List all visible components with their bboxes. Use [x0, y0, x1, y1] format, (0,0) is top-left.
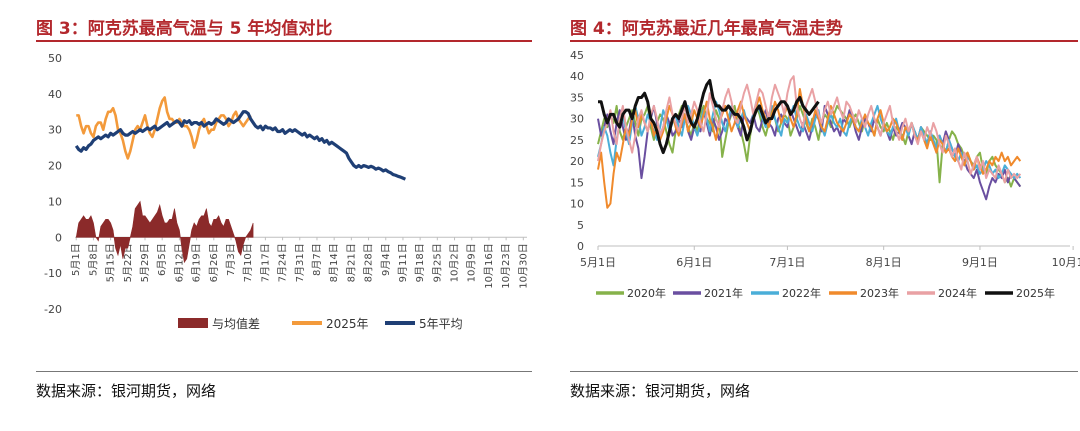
y-tick-label: 0 [55, 231, 62, 244]
legend-label: 2025年 [1016, 286, 1055, 300]
x-tick-label: 8月21日 [345, 243, 357, 282]
y-tick-label: 40 [48, 88, 62, 101]
x-tick-label: 8月7日 [311, 243, 323, 276]
x-tick-label: 10月16日 [483, 243, 495, 288]
source-divider [36, 371, 532, 372]
series-line-5yr-avg [74, 110, 407, 181]
y-tick-label: 30 [48, 124, 62, 137]
x-tick-label: 5月1日 [70, 243, 82, 276]
x-tick-label: 10月30日 [517, 243, 529, 288]
series-line-2024 [597, 75, 1022, 184]
legend-label: 2020年 [627, 286, 666, 300]
x-tick-label: 5月29日 [139, 243, 151, 282]
x-tick-label: 7月3日 [225, 243, 237, 276]
x-tick-label: 5月1日 [580, 256, 616, 269]
figure-left: 图 3：阿克苏最高气温与 5 年均值对比 -20 -10 0 10 20 30 40 50 5月… [36, 19, 532, 400]
x-tick-label: 9月1日 [962, 256, 998, 269]
legend-label: 与均值差 [212, 316, 260, 331]
y-tick-label: 20 [570, 155, 584, 168]
x-tick-label: 7月1日 [769, 256, 805, 269]
x-tick-label: 5月8日 [87, 243, 99, 276]
figure-title: 图 3：阿克苏最高气温与 5 年均值对比 [36, 19, 333, 39]
series-line-2025 [76, 96, 252, 160]
x-tick-label: 8月14日 [328, 243, 340, 282]
x-tick-label: 8月28日 [363, 243, 375, 282]
series-line-2022 [597, 100, 1022, 180]
source-note: 数据来源：银河期货，网络 [36, 382, 217, 400]
source-divider [570, 371, 1078, 372]
y-tick-label: 50 [48, 52, 62, 65]
title-underline [36, 40, 532, 42]
x-tick-label: 10月1日 [1052, 256, 1080, 269]
x-tick-label: 7月10日 [242, 243, 254, 282]
x-tick-label: 9月18日 [414, 243, 426, 282]
chart-avg-comparison: -20 -10 0 10 20 30 40 50 5月1日 5月8日 5月15日 5月22日 5月29日… [44, 52, 529, 331]
series-line-2025 [598, 78, 820, 155]
x-tick-label: 9月4日 [380, 243, 392, 276]
x-tick-label: 5月22日 [122, 243, 134, 282]
x-tick-label: 6月26日 [208, 243, 220, 282]
x-tick-label: 6月1日 [676, 256, 712, 269]
y-tick-label: 20 [48, 160, 62, 173]
x-tick-label: 7月17日 [259, 243, 271, 282]
x-tick-label: 6月12日 [173, 243, 185, 282]
figure-right: 图 4：阿克苏最近几年最高气温走势 0 5 10 15 20 25 30 35 40 45 5月1日… [558, 0, 1080, 431]
y-tick-label: 45 [570, 49, 584, 62]
x-tick-label: 10月9日 [466, 243, 478, 282]
legend-label: 2025年 [326, 317, 369, 331]
y-tick-label: -20 [44, 303, 62, 316]
source-note: 数据来源：银河期货，网络 [570, 382, 751, 400]
x-tick-label: 9月25日 [431, 243, 443, 282]
legend-label: 2022年 [782, 286, 821, 300]
y-tick-label: 10 [48, 195, 62, 208]
legend-label: 2023年 [860, 286, 899, 300]
series-area-diff [75, 200, 254, 264]
x-tick-label: 6月5日 [156, 243, 168, 276]
y-tick-label: 35 [570, 91, 584, 104]
legend-label: 5年平均 [419, 317, 463, 331]
chart-yearly-trend: 0 5 10 15 20 25 30 35 40 45 5月1日 6月1日 7月1日 8月1日 9月1日 10… [570, 49, 1080, 300]
x-tick-label: 5月15日 [105, 243, 117, 282]
y-tick-label: 0 [577, 240, 584, 253]
y-tick-label: 40 [570, 70, 584, 83]
x-tick-label: 9月11日 [397, 243, 409, 282]
x-tick-label: 6月19日 [191, 243, 203, 282]
title-underline [570, 40, 1078, 42]
legend-label: 2021年 [704, 286, 743, 300]
figure-title: 图 4：阿克苏最近几年最高气温走势 [570, 19, 843, 39]
x-tick-label: 10月2日 [449, 243, 461, 282]
x-tick-label: 8月1日 [866, 256, 902, 269]
x-tick-label: 7月31日 [294, 243, 306, 282]
x-tick-label: 7月24日 [277, 243, 289, 282]
y-tick-label: 25 [570, 134, 584, 147]
y-tick-label: 5 [577, 219, 584, 232]
y-tick-label: 10 [570, 198, 584, 211]
x-tick-label: 10月23日 [500, 243, 512, 288]
legend-label: 2024年 [938, 286, 977, 300]
legend-swatch [178, 318, 208, 328]
y-tick-label: 30 [570, 113, 584, 126]
y-tick-label: 15 [570, 176, 584, 189]
y-tick-label: -10 [44, 267, 62, 280]
